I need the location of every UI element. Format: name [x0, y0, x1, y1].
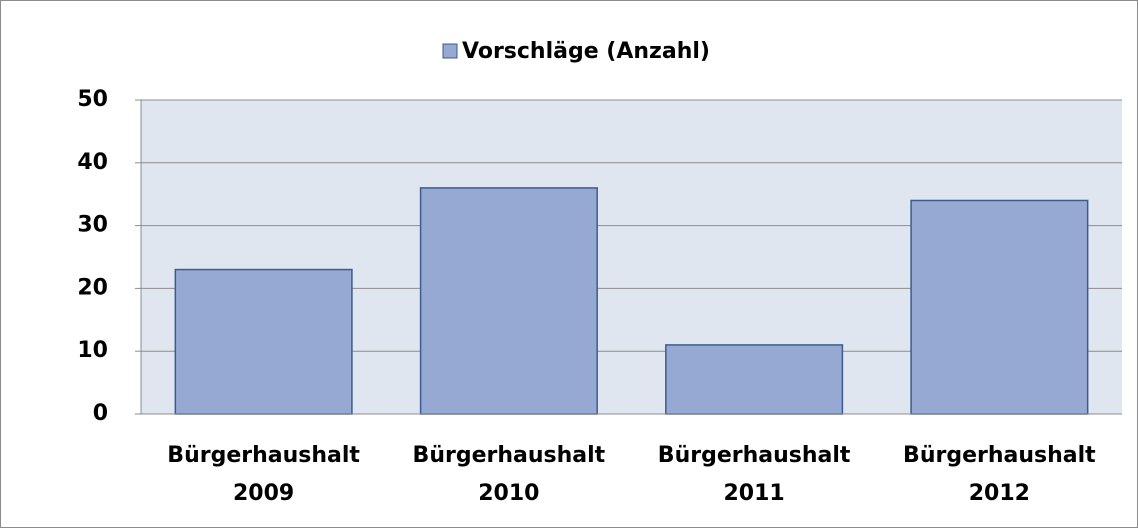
bar: [174, 268, 353, 415]
x-tick-label: Bürgerhaushalt 2010: [413, 443, 606, 506]
bar: [910, 199, 1089, 415]
x-tick-label: Bürgerhaushalt 2009: [167, 443, 360, 506]
x-tick-label: Bürgerhaushalt 2011: [658, 443, 851, 506]
bar: [419, 187, 598, 415]
x-tick-label: Bürgerhaushalt 2012: [903, 443, 1096, 506]
legend-swatch: [442, 43, 458, 59]
y-tick-label: 0: [93, 401, 108, 426]
bar: [665, 344, 844, 415]
y-tick-label: 20: [77, 275, 108, 300]
legend-label: Vorschläge (Anzahl): [462, 39, 710, 64]
y-tick-label: 50: [77, 87, 108, 112]
y-tick-label: 10: [77, 338, 108, 363]
y-tick-label: 30: [77, 213, 108, 238]
y-tick-label: 40: [77, 150, 108, 175]
